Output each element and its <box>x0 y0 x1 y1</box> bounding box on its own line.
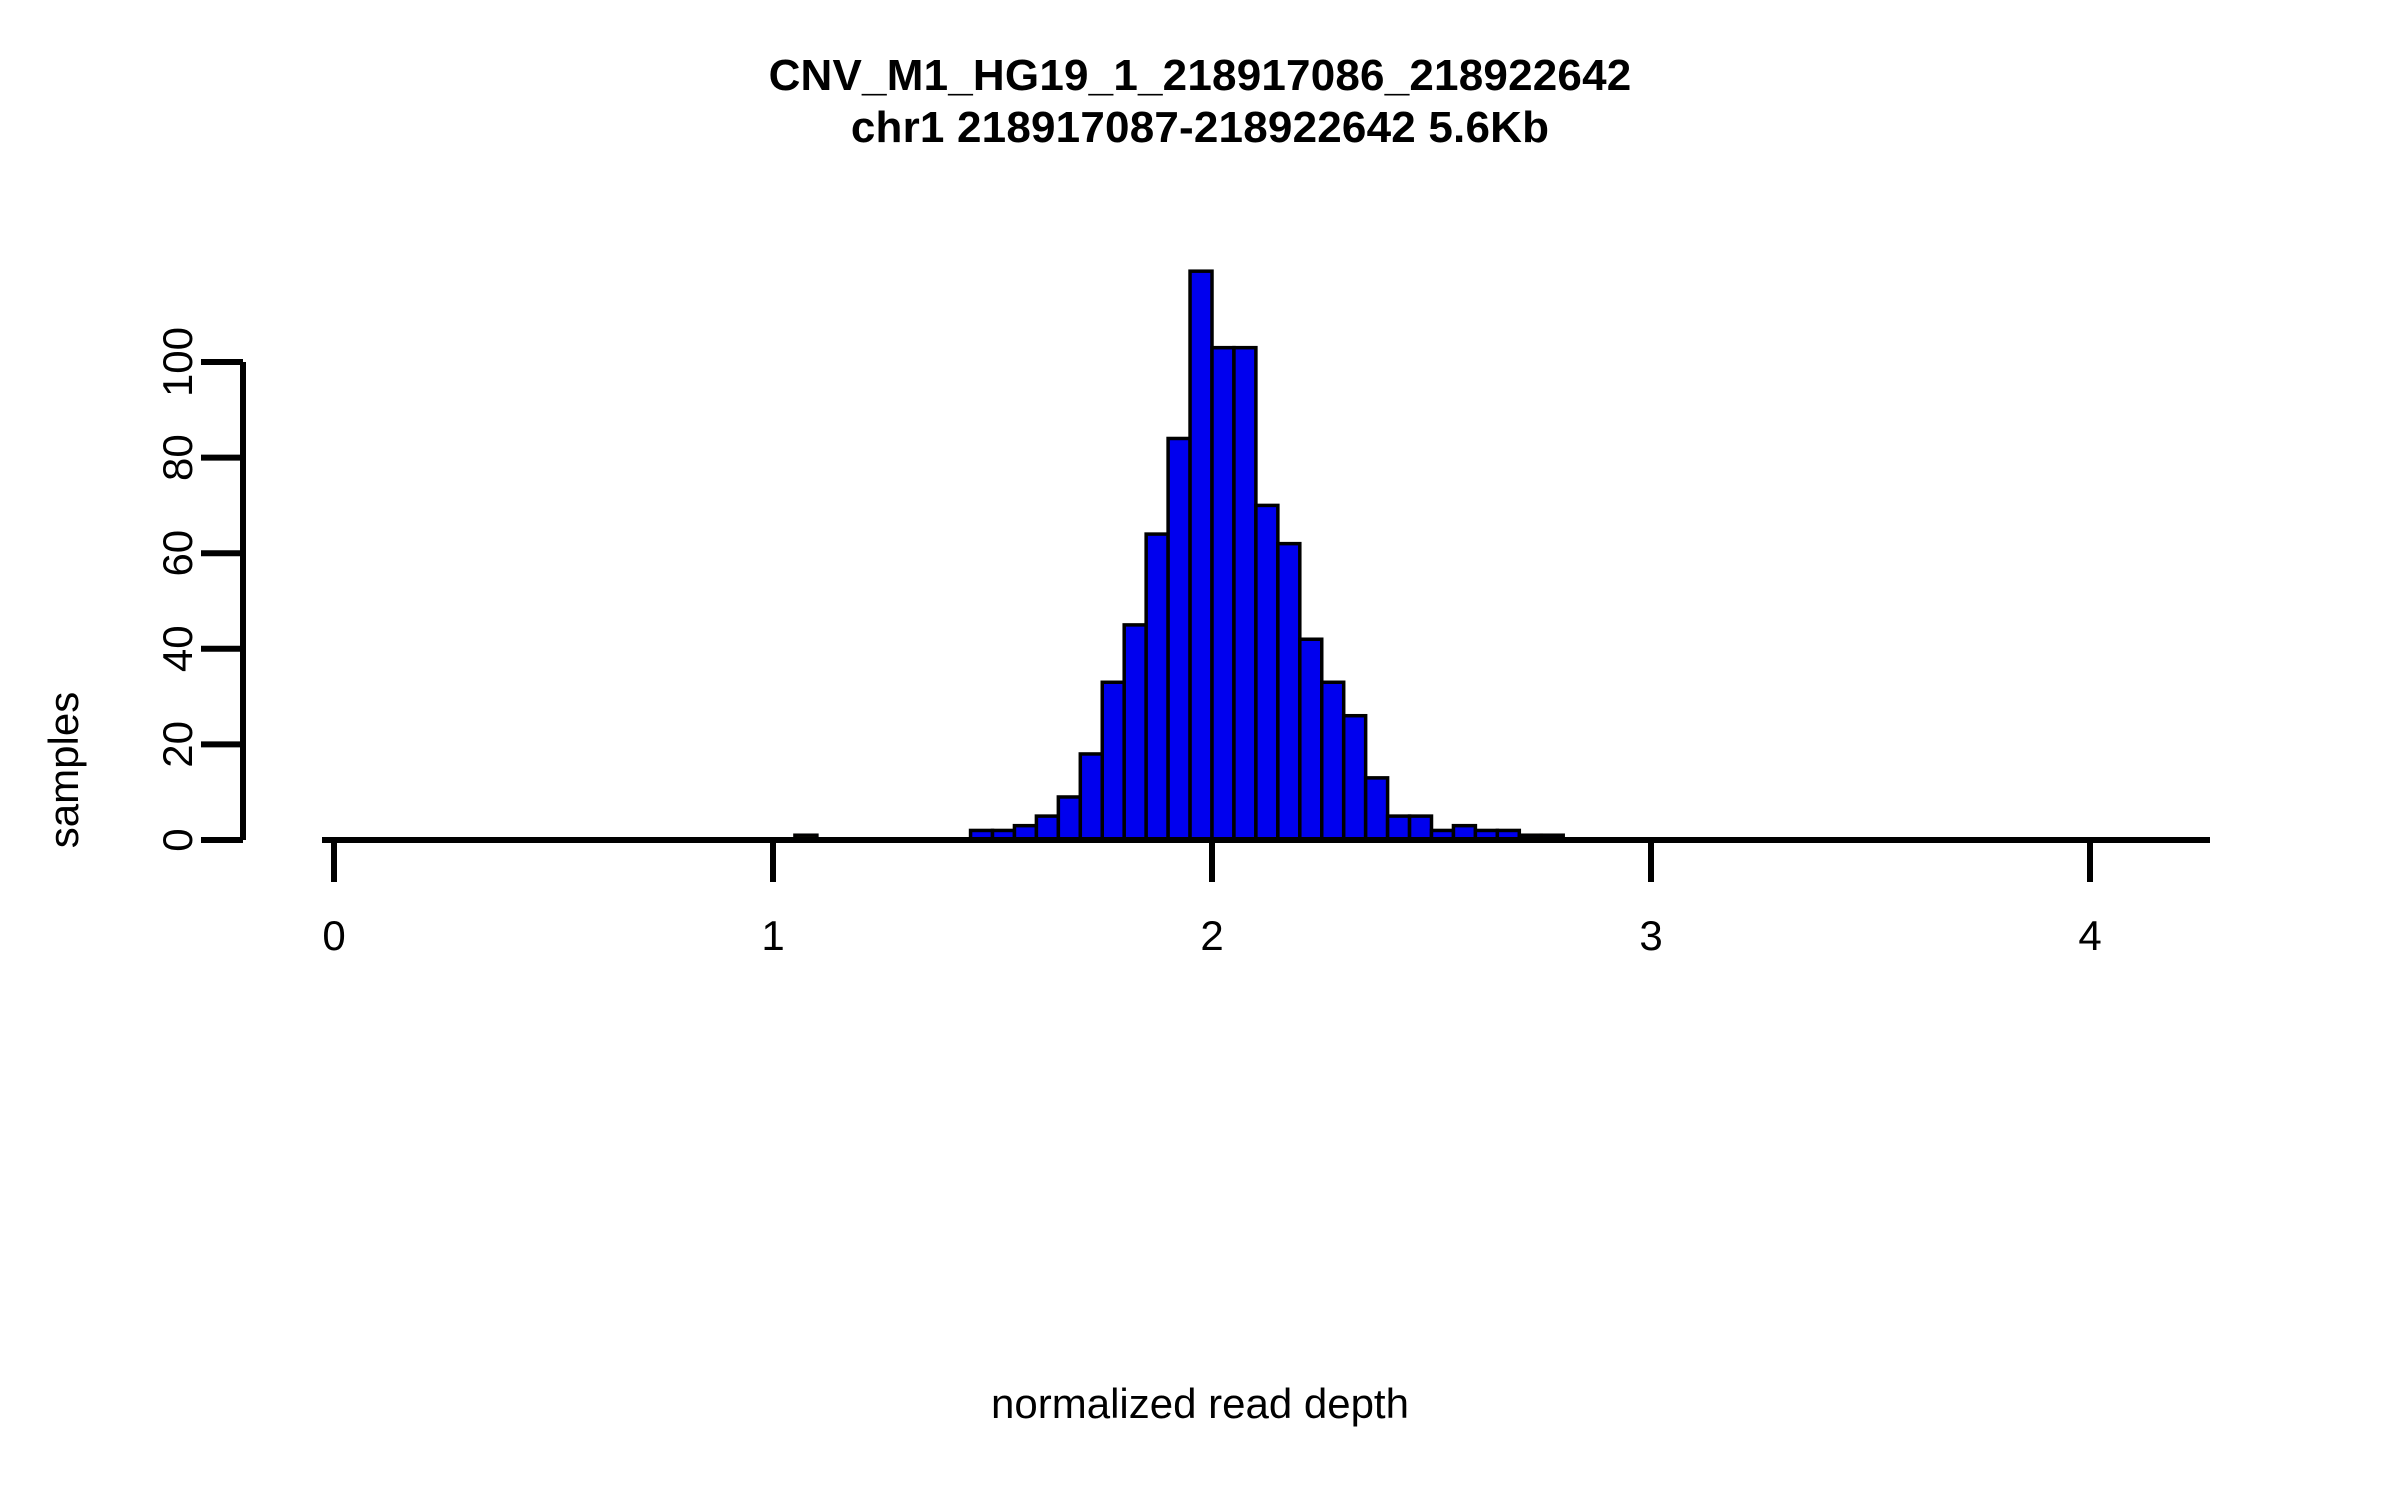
chart-title-block: CNV_M1_HG19_1_218917086_218922642 chr1 2… <box>0 50 2400 154</box>
histogram-bar <box>1056 795 1083 842</box>
histogram-bar <box>1363 776 1390 842</box>
histogram-bar <box>1298 637 1324 842</box>
histogram-bar <box>1188 269 1214 842</box>
x-axis-tick-label: 4 <box>2078 912 2101 959</box>
y-axis-tick-label: 80 <box>154 434 201 481</box>
histogram-bar <box>1385 814 1412 842</box>
x-axis-tick-label: 3 <box>1639 912 1662 959</box>
x-axis-tick-label: 1 <box>761 912 784 959</box>
chart-subtitle: chr1 218917087-218922642 5.6Kb <box>850 102 1550 152</box>
histogram-bar <box>1407 814 1434 842</box>
histogram-bar <box>1122 623 1148 842</box>
histogram-bar <box>1034 814 1061 842</box>
axes-layer <box>201 359 2210 882</box>
histogram-bar <box>1210 345 1236 842</box>
histogram-bar <box>1100 680 1126 842</box>
y-axis-tick-label: 100 <box>154 327 201 397</box>
histogram-bar <box>1320 680 1346 842</box>
histogram-bar <box>1276 541 1302 842</box>
y-axis-tick-label: 20 <box>154 721 201 768</box>
histogram-bar <box>1166 436 1192 842</box>
y-axis-tick-label: 0 <box>154 828 201 851</box>
chart-title: CNV_M1_HG19_1_218917086_218922642 <box>768 51 1632 100</box>
x-axis-tick-label: 0 <box>322 912 345 959</box>
y-axis-tick-label: 40 <box>154 625 201 672</box>
histogram-bar <box>1144 532 1170 842</box>
x-axis-label: normalized read depth <box>991 1380 1409 1427</box>
histogram-bar <box>1341 713 1368 842</box>
y-axis-tick-label: 60 <box>154 530 201 577</box>
histogram-bar <box>1232 345 1258 842</box>
histogram-bars <box>793 269 1565 842</box>
x-axis-tick-label: 2 <box>1200 912 1223 959</box>
histogram-bar <box>1254 503 1280 842</box>
histogram-bar <box>1078 752 1105 842</box>
